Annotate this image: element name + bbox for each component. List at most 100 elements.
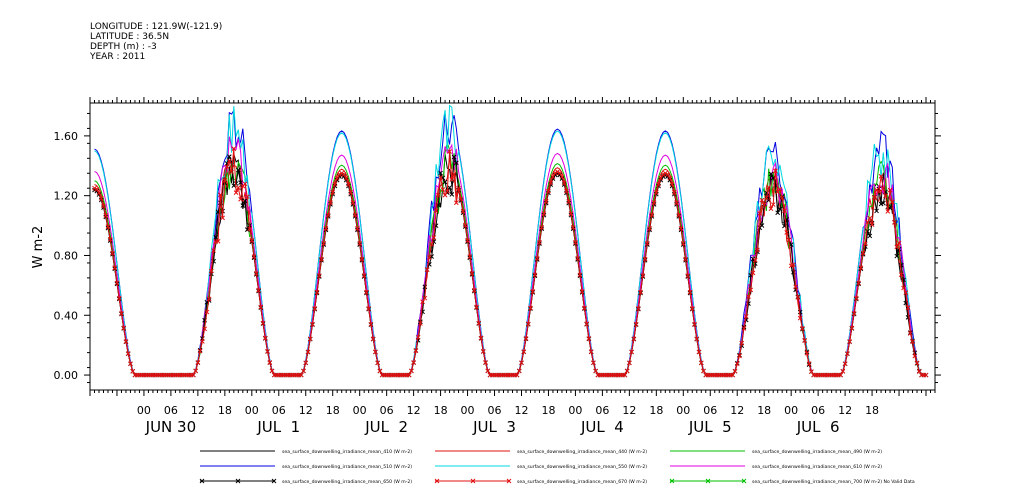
series-point	[418, 321, 423, 326]
series-point	[238, 196, 243, 202]
series-point	[692, 321, 697, 327]
series-point	[217, 192, 223, 198]
series-point	[525, 321, 531, 327]
series-point	[431, 235, 437, 240]
series-point	[105, 224, 111, 229]
series-point	[797, 315, 803, 321]
x-hour-label: 18	[218, 404, 232, 417]
series-point	[420, 299, 425, 305]
x-hour-label: 12	[730, 404, 744, 417]
x-hour-label: 06	[811, 404, 825, 417]
series-point	[310, 321, 315, 327]
series-point	[786, 237, 792, 243]
x-hour-label: 00	[353, 404, 367, 417]
series-point	[570, 224, 576, 230]
series-point	[409, 368, 414, 374]
series-point	[319, 256, 324, 262]
series-point	[869, 222, 875, 227]
axis-layer: 0.00 0.40 0.80 1.20 1.60 00 06 12 18 00 06 12 18 00 06…	[54, 97, 941, 436]
series-point	[548, 180, 554, 186]
series-point	[878, 173, 884, 179]
series-point	[98, 195, 104, 201]
series-point	[101, 203, 106, 209]
series-point	[743, 314, 749, 319]
x-hour-label: 18	[757, 404, 771, 417]
legend-label: sea_surface_downwelling_irradiance_mean_…	[752, 464, 882, 470]
series-point	[258, 304, 264, 310]
series-point	[759, 197, 765, 203]
series-point	[546, 188, 551, 194]
series-point	[438, 170, 443, 176]
x-hour-label: 00	[461, 404, 475, 417]
series-point	[588, 349, 594, 355]
series-point	[892, 220, 897, 225]
x-hour-label: 06	[703, 404, 717, 417]
chart-header: LONGITUDE : 121.9W(-121.9) LATITUDE : 36…	[90, 22, 222, 62]
series-point	[669, 181, 675, 187]
series-point	[244, 194, 250, 200]
series-point	[777, 206, 783, 212]
series-line	[94, 155, 926, 376]
series-point	[782, 208, 787, 214]
x-hour-label: 06	[380, 404, 394, 417]
series-point	[779, 195, 785, 201]
x-hour-label: 00	[137, 404, 151, 417]
x-hour-label: 06	[595, 404, 609, 417]
series-point	[624, 368, 630, 374]
series-point	[746, 294, 751, 299]
series-point	[130, 368, 136, 374]
series-point	[885, 208, 891, 214]
series-point	[543, 199, 549, 204]
series-point	[233, 190, 239, 196]
series-point	[516, 368, 522, 374]
legend-item: sea_surface_downwelling_irradiance_mean_…	[434, 478, 647, 485]
series-point	[874, 208, 879, 214]
series-point	[775, 210, 781, 216]
series-point	[377, 368, 383, 374]
series-point	[224, 164, 230, 169]
series-point	[761, 202, 767, 208]
y-tick-label: 1.60	[54, 130, 79, 143]
series-point	[883, 193, 888, 199]
series-point	[103, 213, 109, 218]
series-point	[325, 212, 331, 218]
x-hour-label: 06	[164, 404, 178, 417]
series-point	[537, 239, 542, 245]
legend-item: sea_surface_downwelling_irradiance_mean_…	[200, 449, 412, 455]
legend-label: sea_surface_downwelling_irradiance_mean_…	[282, 479, 412, 485]
series-point	[665, 172, 670, 177]
series-point	[800, 325, 805, 331]
series-point	[110, 250, 115, 256]
series-point	[577, 272, 583, 278]
series-point	[898, 272, 904, 277]
series-point	[462, 222, 468, 228]
series-point	[92, 185, 97, 191]
legend-marker	[705, 478, 711, 484]
legend-item: sea_surface_downwelling_irradiance_mean_…	[435, 449, 647, 455]
series-point	[366, 306, 372, 311]
series-point	[768, 206, 774, 212]
legend-label: sea_surface_downwelling_irradiance_mean_…	[517, 464, 647, 470]
series-point	[521, 349, 527, 355]
series-point	[312, 306, 318, 311]
series-point	[856, 280, 861, 286]
series-point	[350, 200, 356, 205]
series-point	[898, 262, 904, 268]
legend-item: sea_surface_downwelling_irradiance_mean_…	[670, 464, 882, 470]
series-point	[649, 212, 655, 218]
legend-marker	[470, 478, 476, 484]
series-point	[373, 349, 378, 355]
series-point	[467, 254, 473, 259]
series-point	[534, 255, 540, 261]
series-point	[732, 368, 738, 374]
series-point	[838, 372, 843, 378]
series-point	[750, 256, 756, 262]
series-point	[265, 348, 270, 354]
series-point	[128, 361, 133, 367]
series-point	[440, 187, 446, 192]
series-point	[862, 241, 868, 247]
series-point	[193, 368, 198, 374]
year-label: YEAR : 2011	[90, 52, 146, 62]
series-point	[107, 236, 113, 242]
series-point	[680, 240, 686, 246]
